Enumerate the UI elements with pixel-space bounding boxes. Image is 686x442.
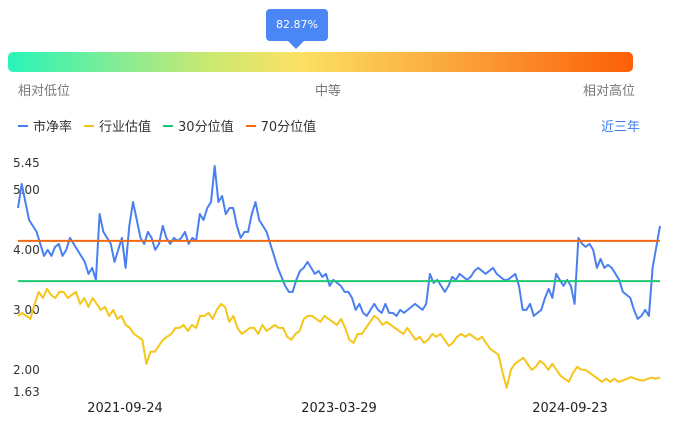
percentile-tooltip: 82.87% [266,9,328,41]
x-tick-label: 2023-03-29 [301,401,377,416]
chart-legend: 市净率 行业估值 30分位值 70分位值 [18,116,328,135]
legend-item-p30[interactable]: 30分位值 [163,116,234,135]
gauge-low-label: 相对低位 [18,84,71,99]
tooltip-arrow [288,41,304,49]
y-tick-label: 5.00 [13,183,40,197]
gauge-high-label: 相对高位 [583,84,636,99]
x-tick-label: 2024-09-23 [532,401,608,416]
legend-item-pb[interactable]: 市净率 [18,116,72,135]
legend-swatch-p70 [245,124,256,127]
x-tick-label: 2021-09-24 [87,401,163,416]
legend-label-pb: 市净率 [33,120,73,135]
range-selector-button[interactable]: 近三年 [600,120,640,135]
y-tick-label: 4.00 [13,243,40,257]
series-line-1 [17,287,661,389]
legend-label-industry: 行业估值 [99,120,152,135]
legend-label-p70: 70分位值 [260,120,317,135]
legend-swatch-pb [18,124,28,127]
valuation-gauge-bar [8,52,633,72]
gauge-mid-label: 中等 [315,84,342,99]
legend-label-p30: 30分位值 [178,120,234,135]
y-tick-label: 1.63 [13,385,40,399]
legend-item-industry[interactable]: 行业估值 [84,116,151,135]
legend-swatch-industry [84,124,95,127]
legend-item-p70[interactable]: 70分位值 [245,116,317,135]
y-tick-label: 2.00 [13,363,40,377]
legend-swatch-p30 [163,124,174,127]
series-line-0 [17,165,661,320]
y-tick-label: 5.45 [13,156,40,170]
